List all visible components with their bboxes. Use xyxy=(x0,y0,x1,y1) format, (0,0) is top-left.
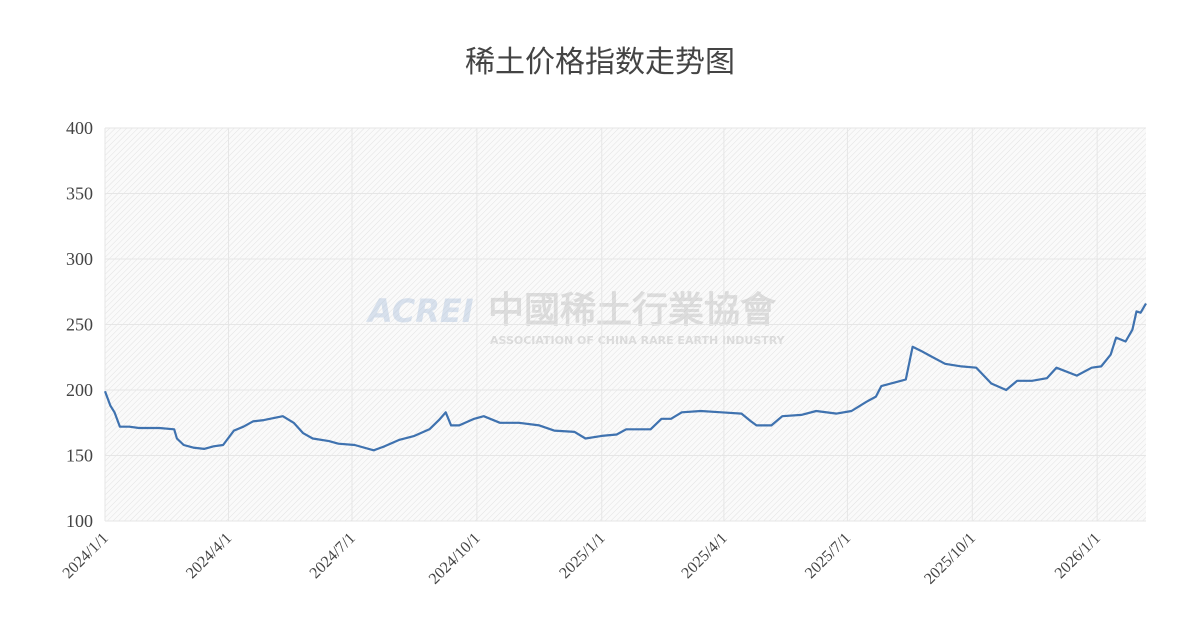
watermark-subtitle: ASSOCIATION OF CHINA RARE EARTH INDUSTRY xyxy=(490,334,786,347)
y-tick-label: 300 xyxy=(66,249,93,269)
y-tick-label: 400 xyxy=(66,118,93,138)
y-tick-label: 100 xyxy=(66,511,93,531)
x-tick-label: 2024/1/1 xyxy=(60,530,112,582)
x-tick-label: 2025/10/1 xyxy=(921,530,979,588)
x-tick-label: 2024/7/1 xyxy=(307,530,359,582)
y-tick-label: 350 xyxy=(66,184,93,204)
y-tick-label: 150 xyxy=(66,446,93,466)
y-tick-label: 200 xyxy=(66,380,93,400)
x-tick-label: 2024/4/1 xyxy=(183,530,235,582)
x-tick-label: 2025/1/1 xyxy=(556,530,608,582)
chart-title: 稀土价格指数走势图 xyxy=(465,45,735,80)
x-tick-label: 2025/7/1 xyxy=(802,530,854,582)
x-tick-label: 2024/10/1 xyxy=(426,530,484,588)
line-series xyxy=(103,302,1147,452)
x-tick-label: 2025/4/1 xyxy=(678,530,730,582)
watermark-logo: ACREI xyxy=(365,292,474,330)
x-tick-label: 2026/1/1 xyxy=(1052,530,1104,582)
y-tick-label: 250 xyxy=(66,315,93,335)
